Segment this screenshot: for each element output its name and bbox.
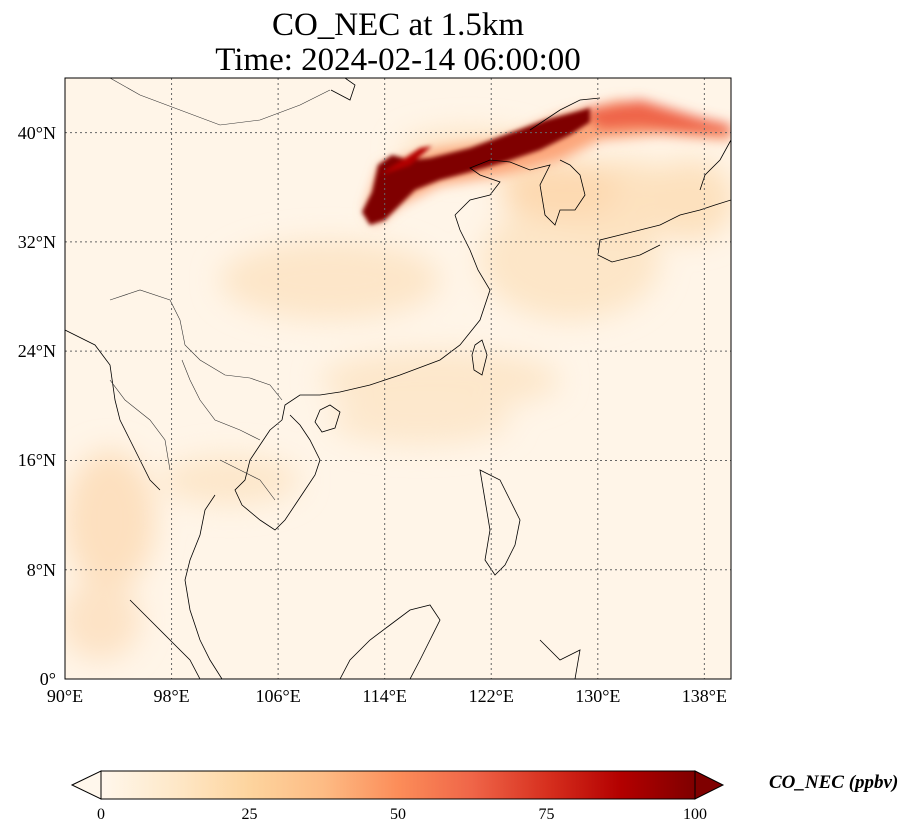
coastline-hokkaido <box>699 139 731 191</box>
x-tick-label: 90°E <box>46 686 84 706</box>
gridlines <box>65 78 731 679</box>
map-panel <box>64 77 732 680</box>
coastline-hainan <box>314 404 341 433</box>
coastline-philippines <box>479 469 521 576</box>
coastline-bohai-north <box>330 78 356 101</box>
y-tick-label: 16°N <box>17 450 56 471</box>
y-tick-label: 24°N <box>17 341 56 362</box>
coastline-japan <box>597 199 731 263</box>
x-tick-label: 130°E <box>575 686 621 706</box>
plot-title: CO_NEC at 1.5km <box>271 7 525 43</box>
colorbar-body <box>101 771 695 799</box>
border-china-south <box>109 289 283 401</box>
colorbar-tick-label: 0 <box>97 806 105 823</box>
coastline-china-korea <box>454 159 586 226</box>
x-tick-label: 138°E <box>681 686 727 706</box>
coastline-malay <box>184 494 223 679</box>
x-tick-label: 122°E <box>468 686 514 706</box>
colorbar-extend-min <box>70 770 102 800</box>
colorbar-extend-max <box>694 770 725 800</box>
plume-core <box>362 108 590 225</box>
map-frame <box>64 77 732 680</box>
colorbar-tick-label: 75 <box>538 806 555 823</box>
x-tick-label: 114°E <box>362 686 407 706</box>
y-tick-label: 32°N <box>17 231 56 252</box>
colorbar-tick-label: 25 <box>241 806 258 823</box>
plot-timestamp: Time: 2024-02-14 06:00:00 <box>215 42 581 78</box>
border-myanmar-thai <box>109 379 171 471</box>
coastline-taiwan <box>471 339 488 376</box>
coastlines <box>65 78 731 679</box>
colorbar-outline <box>100 770 696 800</box>
coastline-sumatra <box>129 599 201 679</box>
borders <box>109 78 331 501</box>
colorbar-tick-label: 100 <box>683 806 707 823</box>
coastline-south-china <box>281 214 491 421</box>
coastline-sulawesi <box>539 639 581 679</box>
coastline-russia <box>529 97 601 131</box>
plume-halo <box>365 100 731 225</box>
colorbar-label: CO_NEC (ppbv) <box>769 772 899 793</box>
y-tick-label: 8°N <box>26 559 56 580</box>
coastline-borneo <box>339 604 441 679</box>
border-mongolia <box>109 78 331 126</box>
y-tick-label: 40°N <box>17 122 56 143</box>
y-tick-label: 0° <box>39 669 56 689</box>
coastline-indochina <box>234 414 321 531</box>
border-myanmar-laos <box>181 359 261 441</box>
x-tick-label: 106°E <box>255 686 301 706</box>
colorbar-tick-label: 50 <box>390 806 406 823</box>
concentration-field <box>65 78 731 679</box>
x-tick-label: 98°E <box>153 686 190 706</box>
border-thai-cambodia <box>219 459 276 501</box>
